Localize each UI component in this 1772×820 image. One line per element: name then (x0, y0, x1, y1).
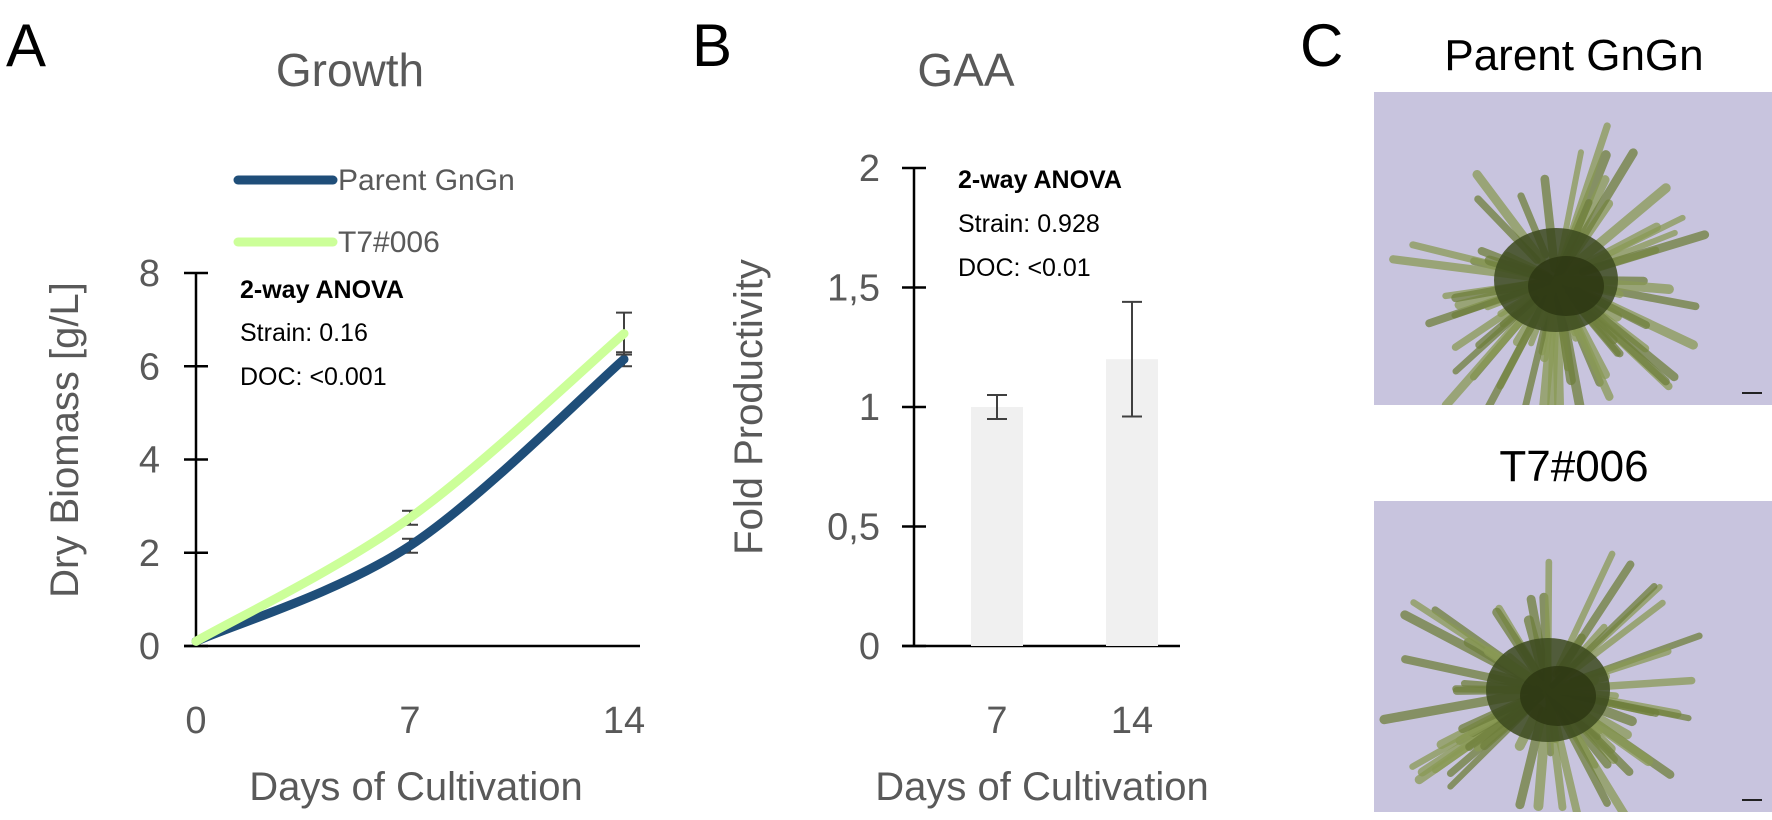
growth-anova-strain: Strain: 0.16 (240, 319, 368, 347)
growth-y-axis-label: Dry Biomass [g/L] (43, 282, 87, 598)
growth-x-tick-label: 14 (603, 700, 645, 742)
growth-y-tick-label: 8 (139, 253, 160, 295)
algae-core-dense (1520, 666, 1596, 726)
gaa-y-tick-label: 1,5 (827, 268, 880, 310)
series-line-parent-gngn (191, 354, 629, 646)
gaa-chart: GAA 0 0,5 1 1,5 2 7 14 Days of Cultivati… (727, 44, 1209, 809)
micrograph-title-t7-006: T7#006 (1499, 442, 1648, 491)
growth-y-tick-label: 6 (139, 346, 160, 388)
panel-letter-b: B (692, 12, 732, 79)
gaa-y-tick-label: 2 (859, 148, 880, 190)
algae-colony (1389, 122, 1710, 405)
panel-letter-c: C (1300, 12, 1343, 79)
growth-anova-heading: 2-way ANOVA (240, 276, 404, 304)
gaa-anova-doc: DOC: <0.01 (958, 254, 1091, 282)
gaa-bars (971, 300, 1158, 646)
gaa-anova-heading: 2-way ANOVA (958, 166, 1122, 194)
series-line-t7-006 (191, 329, 629, 646)
growth-y-tick-label: 2 (139, 533, 160, 575)
gaa-x-tick-label: 7 (986, 700, 1007, 742)
gaa-chart-title: GAA (917, 44, 1014, 96)
growth-y-tick-label: 4 (139, 440, 160, 482)
growth-y-tick-label: 0 (139, 626, 160, 668)
gaa-bar-day-7 (971, 407, 1023, 646)
growth-chart-title: Growth (276, 44, 424, 96)
growth-x-tick-label: 0 (185, 700, 206, 742)
gaa-y-tick-label: 1 (859, 387, 880, 429)
gaa-anova-strain: Strain: 0.928 (958, 210, 1100, 238)
growth-y-ticks (184, 271, 208, 648)
panel-letter-a: A (6, 12, 46, 79)
growth-anova-doc: DOC: <0.001 (240, 363, 387, 391)
gaa-x-tick-label: 14 (1111, 700, 1153, 742)
gaa-x-axis-label: Days of Cultivation (875, 765, 1208, 809)
gaa-y-tick-label: 0 (859, 626, 880, 668)
gaa-y-axis-label: Fold Productivity (727, 259, 771, 555)
growth-series (191, 311, 632, 646)
algae-core-dense (1528, 256, 1604, 316)
gaa-y-ticks (902, 166, 926, 648)
micrograph-title-parent-gngn: Parent GnGn (1444, 31, 1703, 80)
micrograph-panel: Parent GnGn T7#006 (1374, 31, 1772, 812)
algae-colony (1379, 550, 1703, 812)
growth-x-axis-label: Days of Cultivation (249, 765, 582, 809)
legend-label-parent-gngn: Parent GnGn (338, 164, 515, 197)
micrograph-parent-gngn (1374, 92, 1772, 405)
gaa-y-tick-label: 0,5 (827, 507, 880, 549)
growth-legend: Parent GnGn T7#006 (233, 164, 515, 259)
legend-label-t7-006: T7#006 (338, 226, 440, 259)
growth-chart: Growth Parent GnGn T7#006 0 2 4 6 8 0 7 … (43, 44, 645, 809)
growth-x-tick-label: 7 (399, 700, 420, 742)
micrograph-t7-006 (1374, 501, 1772, 812)
